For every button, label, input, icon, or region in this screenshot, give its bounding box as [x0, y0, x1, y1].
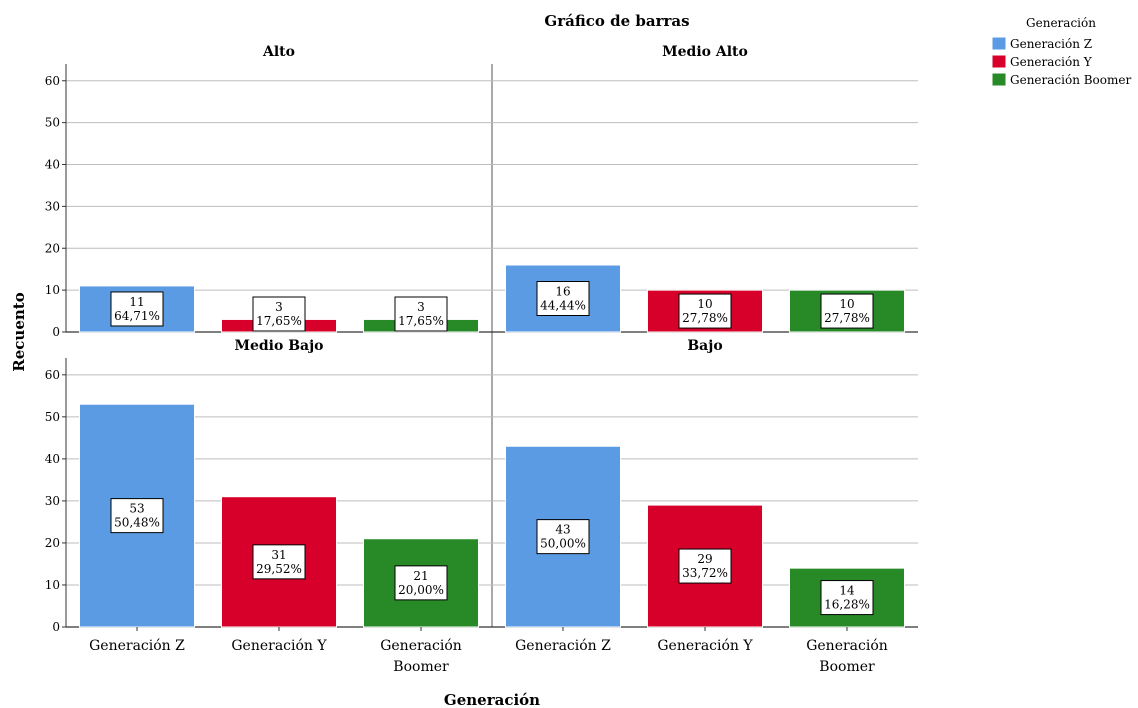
panel-title: Bajo: [687, 338, 722, 354]
panel-title: Medio Bajo: [234, 338, 323, 354]
y-tick-label: 10: [45, 578, 60, 592]
data-label-percent: 27,78%: [682, 311, 728, 325]
y-tick-label: 20: [45, 536, 60, 550]
data-label-box: [252, 544, 306, 580]
legend-swatch-generacion-y: [991, 54, 1007, 69]
panel-title: Medio Alto: [662, 44, 748, 60]
y-tick-label: 60: [45, 74, 60, 88]
data-label-box: [110, 291, 164, 327]
data-label-box: [678, 293, 732, 329]
data-label-count: 3: [417, 300, 425, 314]
data-label-percent: 29,52%: [256, 562, 302, 576]
legend-label-generacion-y: Generación Y: [1010, 55, 1093, 69]
legend-swatch-generacion-boomer: [991, 72, 1007, 87]
legend: Generación Generación Z Generación Y Gen…: [991, 16, 1131, 87]
x-tick-label: Generación Y: [657, 638, 753, 654]
data-label-percent: 64,71%: [114, 309, 160, 323]
x-tick-label: Generación Z: [89, 638, 185, 654]
data-label-box: [110, 498, 164, 534]
data-label-box: [394, 565, 448, 601]
data-label-box: [678, 548, 732, 584]
legend-label-generacion-boomer: Generación Boomer: [1010, 73, 1131, 87]
x-tick-label: Generación: [806, 638, 888, 654]
data-label-box: [536, 519, 590, 555]
data-label-box: [536, 281, 590, 316]
plot-area: 0102030405060Alto1164,71%317,65%317,65%M…: [45, 44, 918, 675]
data-label-percent: 20,00%: [398, 583, 444, 597]
data-label-box: [820, 293, 874, 329]
x-tick-label: Boomer: [819, 659, 875, 675]
y-tick-label: 20: [45, 241, 60, 255]
x-tick-label: Generación: [380, 638, 462, 654]
y-tick-label: 50: [45, 410, 60, 424]
data-label-percent: 17,65%: [398, 314, 444, 328]
x-tick-label: Generación Z: [515, 638, 611, 654]
data-label-percent: 44,44%: [540, 299, 586, 313]
y-tick-label: 60: [45, 368, 60, 382]
data-label-percent: 33,72%: [682, 566, 728, 580]
data-label-percent: 17,65%: [256, 314, 302, 328]
x-axis-label: Generación: [444, 691, 540, 708]
data-label-percent: 16,28%: [824, 598, 870, 612]
data-label-count: 16: [555, 285, 570, 299]
data-label-count: 31: [271, 548, 286, 562]
y-tick-label: 40: [45, 452, 60, 466]
data-label-count: 43: [555, 523, 570, 537]
y-tick-label: 30: [45, 494, 60, 508]
data-label-box: [252, 296, 306, 332]
legend-title: Generación: [1026, 16, 1096, 30]
data-label-count: 29: [697, 552, 712, 566]
data-label-box: [394, 296, 448, 332]
y-tick-label: 50: [45, 116, 60, 130]
y-tick-label: 40: [45, 158, 60, 172]
x-tick-label: Boomer: [393, 659, 449, 675]
data-label-count: 11: [129, 295, 144, 309]
data-label-count: 21: [413, 569, 428, 583]
y-tick-label: 10: [45, 283, 60, 297]
data-label-count: 53: [129, 502, 144, 516]
panel-title: Alto: [262, 44, 295, 60]
y-tick-label: 0: [52, 620, 60, 634]
data-label-percent: 50,00%: [540, 537, 586, 551]
data-label-percent: 50,48%: [114, 516, 160, 530]
y-tick-label: 30: [45, 199, 60, 213]
chart-title: Gráfico de barras: [544, 12, 689, 30]
data-label-percent: 27,78%: [824, 311, 870, 325]
y-tick-label: 0: [52, 325, 60, 339]
legend-label-generacion-z: Generación Z: [1010, 37, 1092, 51]
data-label-count: 10: [697, 297, 712, 311]
y-axis-label: Recuento: [10, 292, 28, 371]
data-label-count: 3: [275, 300, 283, 314]
data-label-count: 10: [839, 297, 854, 311]
data-label-box: [820, 580, 874, 616]
data-label-count: 14: [839, 584, 855, 598]
x-tick-label: Generación Y: [231, 638, 327, 654]
legend-swatch-generacion-z: [991, 36, 1007, 51]
